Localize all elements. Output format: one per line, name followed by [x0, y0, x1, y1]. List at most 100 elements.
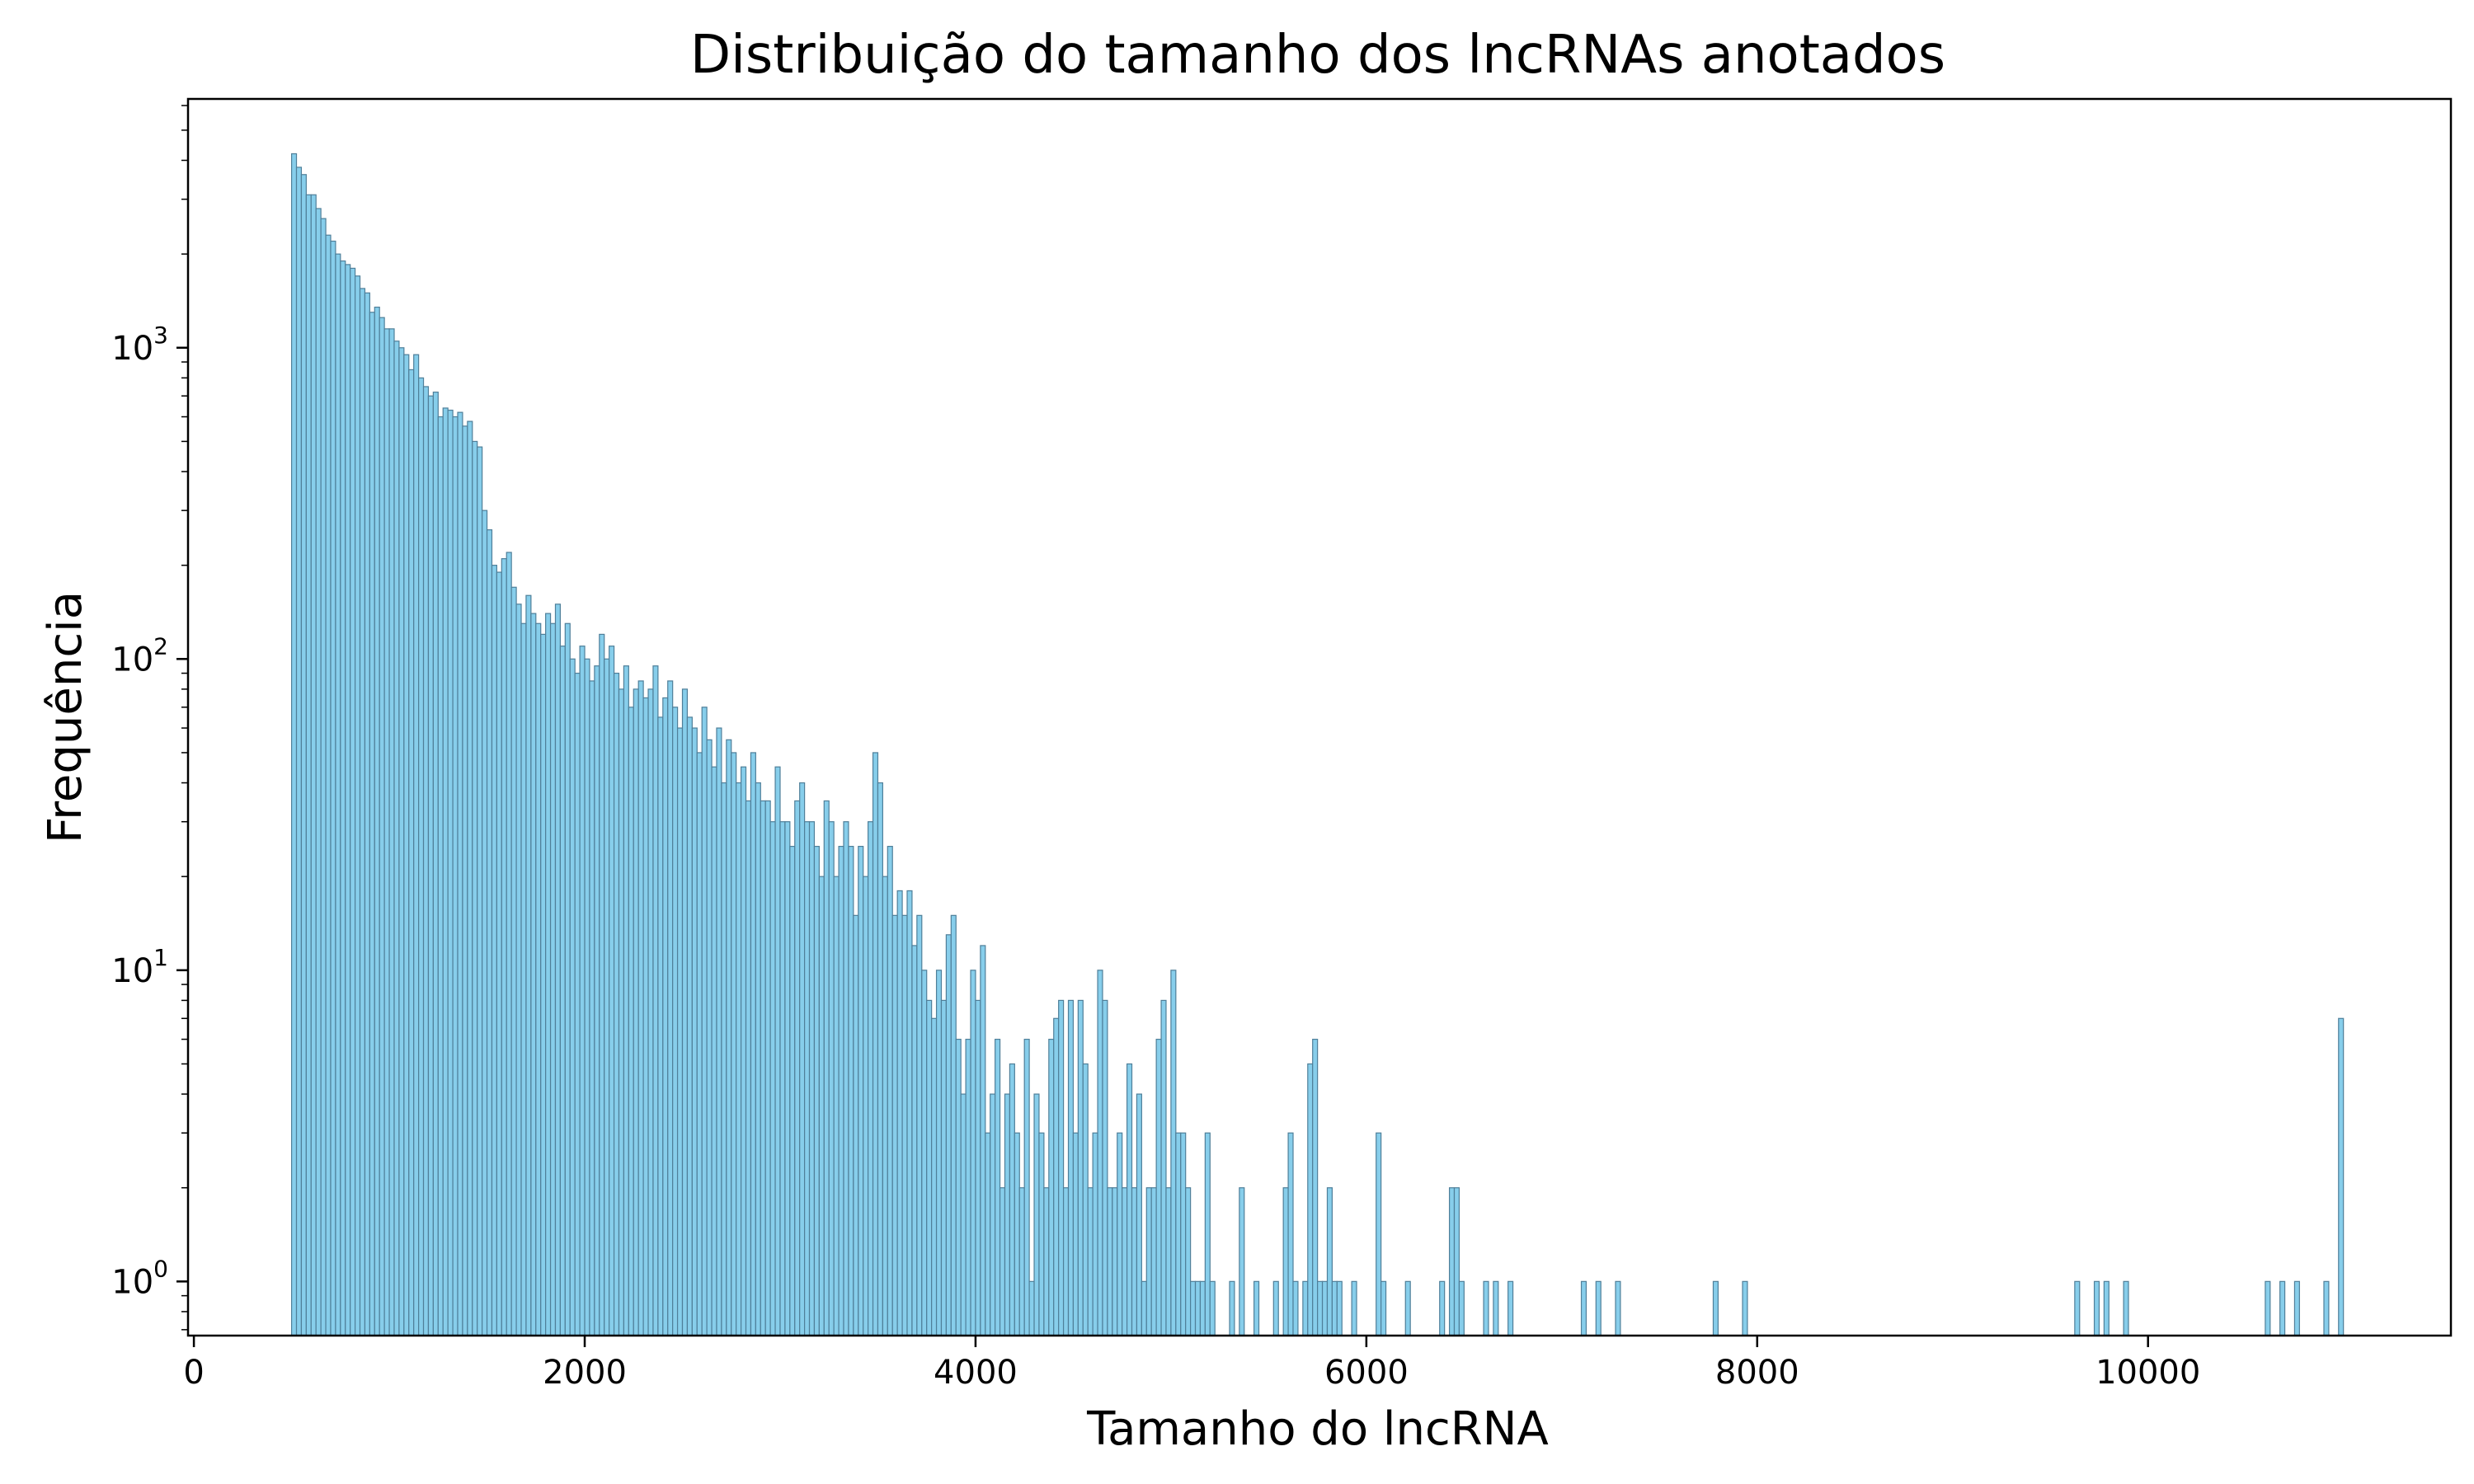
histogram-bar [2093, 1280, 2100, 1336]
histogram-bar [369, 312, 375, 1336]
x-tick-label: 6000 [1324, 1354, 1409, 1392]
histogram-bar [1336, 1280, 1343, 1336]
y-tick-label: 102 [111, 632, 168, 679]
histogram-bar [726, 739, 732, 1336]
histogram-bar [681, 688, 689, 1336]
histogram-bar [1448, 1187, 1456, 1336]
histogram-bar [1453, 1187, 1460, 1336]
histogram-bar [1004, 1093, 1011, 1336]
histogram-bar [1009, 1063, 1015, 1336]
histogram-bar [374, 306, 380, 1336]
histogram-bar [950, 914, 957, 1336]
histogram-bar [774, 766, 781, 1336]
histogram-bar [1062, 1187, 1070, 1336]
histogram-bar [882, 876, 888, 1336]
histogram-bar [1107, 1187, 1113, 1336]
histogram-bar [872, 752, 879, 1336]
histogram-bar [1272, 1280, 1279, 1336]
histogram-bar [755, 782, 761, 1336]
histogram-bar [1014, 1132, 1020, 1336]
y-tick-label: 103 [111, 322, 168, 368]
histogram-bar [427, 395, 434, 1336]
histogram-bar [530, 613, 537, 1336]
histogram-bar [432, 392, 439, 1336]
histogram-bar [970, 970, 976, 1336]
histogram-bar [1092, 1132, 1098, 1336]
histogram-bar [721, 782, 727, 1336]
histogram-bar [676, 727, 684, 1336]
histogram-bar [848, 845, 854, 1336]
histogram-bar [383, 328, 390, 1336]
histogram-bar [995, 1038, 1001, 1336]
histogram-bar [813, 845, 820, 1336]
histogram-bar [2265, 1280, 2271, 1336]
histogram-bar [740, 766, 747, 1336]
histogram-bar [1376, 1132, 1382, 1336]
histogram-bar [1507, 1280, 1514, 1336]
histogram-bar [1160, 999, 1167, 1336]
histogram-bar [398, 347, 405, 1336]
histogram-bar [828, 821, 835, 1336]
histogram-bar [1229, 1280, 1235, 1336]
histogram-bar [804, 821, 811, 1336]
histogram-bar [1282, 1187, 1289, 1336]
histogram-bar [1404, 1280, 1411, 1336]
histogram-bar [1122, 1187, 1128, 1336]
histogram-bar [1058, 999, 1065, 1336]
histogram-bar [618, 688, 625, 1336]
histogram-bar [1131, 1187, 1138, 1336]
histogram-bar [1190, 1280, 1197, 1336]
histogram-bar [2293, 1280, 2300, 1336]
histogram-bar [858, 845, 864, 1336]
histogram-bar [2123, 1280, 2129, 1336]
x-tick-label: 2000 [543, 1354, 627, 1392]
histogram-bar [931, 1017, 938, 1336]
histogram-bar [1126, 1063, 1133, 1336]
histogram-bar [315, 208, 322, 1336]
histogram-bar [808, 821, 816, 1336]
histogram-bar [955, 1038, 962, 1336]
x-axis-label: Tamanho do lncRNA [1086, 1402, 1549, 1456]
histogram-bar [760, 800, 766, 1336]
histogram-bar [418, 377, 425, 1336]
histogram-bar [569, 658, 576, 1336]
histogram-bar [1102, 999, 1108, 1336]
histogram-bar [574, 672, 581, 1336]
histogram-bar [980, 945, 986, 1336]
histogram-bar [926, 999, 933, 1336]
histogram-bar [896, 890, 903, 1336]
histogram-bar [355, 275, 361, 1336]
histogram-bar [887, 845, 893, 1336]
histogram-bar [525, 594, 532, 1336]
histogram-bar [686, 716, 693, 1336]
histogram-bar [1033, 1093, 1040, 1336]
histogram-bar [1038, 1132, 1045, 1336]
histogram-bar [393, 340, 400, 1336]
histogram-bar [1458, 1280, 1465, 1336]
histogram-bar [960, 1093, 967, 1336]
histogram-bar [833, 876, 840, 1336]
histogram-bar [965, 1038, 971, 1336]
histogram-bar [784, 821, 791, 1336]
histogram-bar [437, 416, 444, 1336]
x-tick-label: 0 [183, 1354, 204, 1392]
histogram-bar [1493, 1280, 1499, 1336]
histogram-bar [706, 739, 713, 1336]
histogram-bar [985, 1132, 991, 1336]
histogram-bar [990, 1093, 996, 1336]
x-tick-label: 10000 [2095, 1354, 2200, 1392]
histogram-bar [1170, 970, 1177, 1336]
y-axis: 100 101 102 103 [111, 322, 188, 1301]
histogram-bar [559, 646, 566, 1336]
histogram-bar [736, 782, 742, 1336]
histogram-bar [1018, 1187, 1025, 1336]
histogram-bar [1048, 1038, 1055, 1336]
histogram-bar [1439, 1280, 1446, 1336]
histogram-bar [506, 552, 512, 1336]
histogram-bar [462, 425, 468, 1336]
histogram-bar [320, 218, 327, 1336]
y-minor-ticks [181, 105, 188, 1331]
histogram-bar [1087, 1187, 1094, 1336]
histogram-bar [691, 727, 698, 1336]
histogram-bar [1145, 1187, 1152, 1336]
